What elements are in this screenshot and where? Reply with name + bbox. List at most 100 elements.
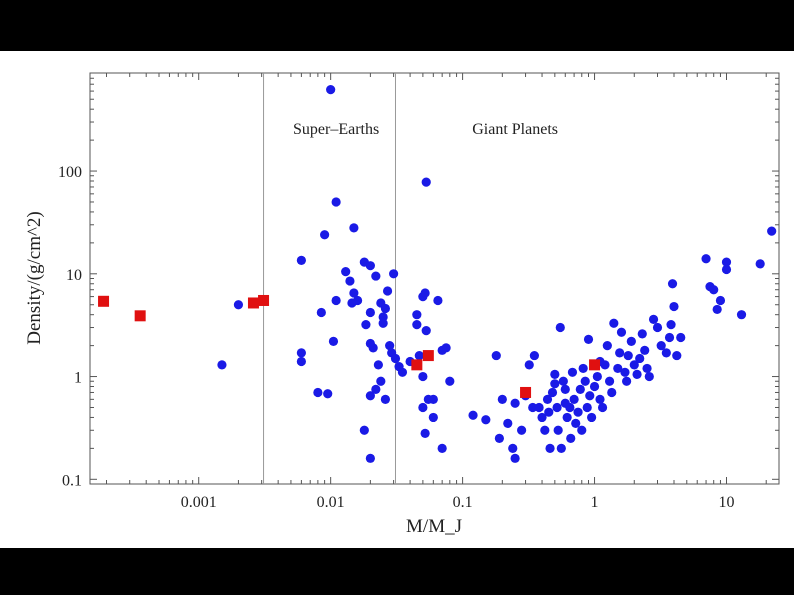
data-point-circle [437, 443, 447, 453]
data-point-circle [569, 394, 579, 404]
data-point-circle [349, 288, 359, 298]
data-point-circle [578, 363, 588, 374]
data-point-circle [418, 371, 428, 382]
y-tick-label: 0.1 [62, 472, 82, 489]
data-point-circle [542, 394, 553, 404]
axis-ticks [90, 72, 779, 485]
data-point-circle [602, 341, 612, 351]
data-point-circle [623, 350, 633, 361]
data-point-circle [661, 348, 671, 358]
data-point-circle [672, 350, 682, 361]
data-point-circle [420, 288, 430, 298]
data-point-circle [320, 230, 330, 240]
data-point-circle [622, 376, 632, 386]
data-point-circle [755, 259, 765, 269]
slide-background: 0.001 0.01 0.1 1 10 0.1 1 10 100 Super–Earths Gian… [0, 51, 794, 548]
data-point-circle [648, 314, 659, 324]
data-point-circle [560, 384, 570, 394]
data-point-circle [494, 433, 504, 444]
data-point-circle [545, 443, 555, 453]
data-point-circle [441, 343, 451, 353]
data-point-circle [587, 412, 597, 423]
region-boundaries [263, 73, 396, 484]
data-point-circle [328, 336, 339, 346]
data-point-circle [503, 418, 513, 428]
data-point-circle [553, 425, 563, 435]
x-tick-label: 0.001 [181, 494, 217, 511]
data-point-circle [365, 307, 375, 318]
data-point-square [134, 310, 146, 322]
data-point-circle [326, 85, 336, 95]
data-point-circle [592, 371, 602, 382]
data-point-circle [385, 341, 395, 351]
data-point-circle [380, 394, 391, 404]
data-point-circle [341, 267, 351, 277]
data-point-circle [620, 367, 630, 377]
data-point-circle [534, 402, 544, 413]
data-point-circle [508, 443, 518, 453]
data-point-circle [600, 360, 610, 370]
data-point-circle [428, 394, 438, 404]
data-point-circle [349, 223, 359, 233]
y-tick-label: 1 [74, 370, 82, 387]
x-tick-label: 10 [718, 494, 734, 511]
data-point-circle [550, 379, 560, 389]
x-tick-label: 0.1 [453, 494, 473, 511]
data-point-circle [632, 369, 642, 379]
data-point-circle [565, 402, 575, 413]
data-point-circle [313, 387, 323, 398]
data-point-circle [555, 322, 565, 333]
data-point-square [422, 350, 434, 362]
data-point-circle [562, 412, 572, 423]
data-point-circle [767, 226, 777, 236]
data-point-circle [609, 318, 619, 328]
data-point-circle [365, 261, 375, 271]
plot-frame [89, 72, 780, 485]
data-point-circle [597, 402, 608, 413]
data-point-square [98, 295, 110, 307]
y-tick-label: 10 [66, 267, 82, 284]
data-point-circle [721, 257, 732, 267]
data-point-circle [296, 348, 306, 358]
region-label: Super–Earths [293, 121, 379, 138]
data-point-circle [380, 303, 391, 314]
data-point-circle [580, 376, 590, 386]
data-point-circle [656, 341, 666, 351]
data-point-circle [583, 334, 594, 344]
data-point-circle [510, 453, 520, 463]
data-point-circle [323, 389, 333, 399]
data-point-circle [468, 410, 478, 420]
data-point-circle [296, 255, 306, 266]
data-point-circle [331, 197, 341, 207]
data-point-circle [365, 453, 375, 463]
data-point-circle [558, 376, 568, 386]
data-point-circle [544, 407, 554, 417]
data-point-circle [378, 312, 388, 322]
data-point-circle [524, 360, 534, 370]
data-point-circle [345, 276, 355, 286]
data-point-circle [510, 398, 520, 408]
data-point-circle [607, 387, 617, 398]
data-point-circle [352, 295, 363, 306]
data-point-circle [667, 279, 678, 289]
data-point-circle [585, 391, 595, 401]
data-point-circle [571, 418, 581, 428]
data-point-circle [669, 301, 679, 312]
data-point-circle [644, 371, 654, 382]
data-point-circle [421, 177, 431, 187]
data-point-circle [652, 322, 663, 333]
data-point-circle [666, 320, 676, 330]
data-point-circle [371, 384, 381, 394]
data-point-circle [616, 327, 627, 337]
data-point-square [247, 297, 259, 309]
data-point-circle [418, 402, 428, 413]
data-point-circle [575, 384, 585, 394]
data-point-square [258, 294, 270, 306]
data-point-circle [635, 353, 645, 364]
data-point-circle [529, 350, 539, 361]
data-point-circle [573, 407, 583, 417]
data-point-circle [378, 318, 388, 328]
data-point-circle [445, 376, 455, 386]
data-point-circle [556, 443, 566, 453]
data-point-circle [428, 412, 438, 423]
